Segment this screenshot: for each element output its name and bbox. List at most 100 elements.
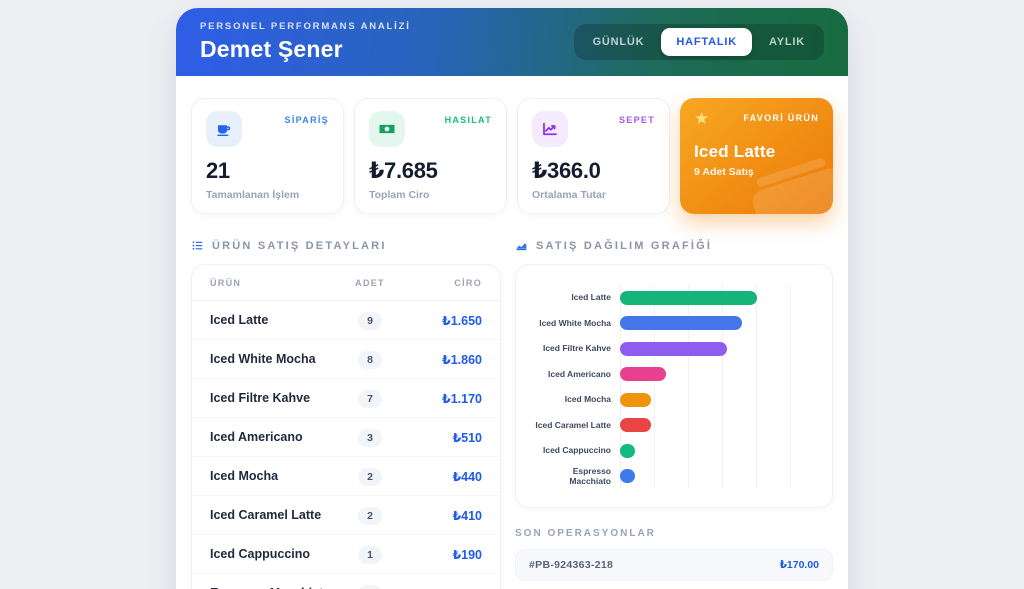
stat-card-sepet: SEPET ₺366.0 Ortalama Tutar bbox=[517, 98, 670, 214]
stat-subtitle: Toplam Ciro bbox=[369, 189, 430, 201]
favorite-label: FAVORİ ÜRÜN bbox=[743, 113, 819, 123]
stat-value: 21 bbox=[206, 158, 230, 183]
product-name: Iced Latte bbox=[210, 313, 269, 327]
list-icon bbox=[192, 241, 203, 250]
sales-bar-chart: Iced Latte Iced White Mocha bbox=[515, 264, 833, 508]
bar-category-label: Espresso Macchiato bbox=[569, 465, 611, 487]
column-header-ciro: CİRO bbox=[454, 278, 482, 288]
column-header-adet: ADET bbox=[355, 278, 385, 288]
stat-card-siparis: SİPARİŞ 21 Tamamlanan İşlem bbox=[191, 98, 344, 214]
recent-operations-list: #PB-924363-218 ₺170.00 #PB-642677-542 ₺6… bbox=[515, 549, 833, 589]
revenue-cell: ₺190 bbox=[452, 547, 482, 562]
coffee-cup-icon bbox=[206, 111, 242, 147]
revenue-cell: ₺1.650 bbox=[442, 313, 482, 328]
header-titles: PERSONEL PERFORMANS ANALİZİ Demet Şener bbox=[200, 21, 411, 63]
bar-category-label: Iced Filtre Kahve bbox=[542, 343, 611, 354]
bar-track bbox=[620, 361, 816, 387]
banknote-icon bbox=[369, 111, 405, 147]
quantity-cell: 1 bbox=[358, 545, 382, 564]
product-sales-section: ÜRÜN SATIŞ DETAYLARI ÜRÜN ADET CİRO Iced… bbox=[191, 239, 501, 589]
revenue-cell: ₺510 bbox=[452, 430, 482, 445]
product-name: Iced Cappuccino bbox=[210, 547, 311, 561]
chart-bar-row: Iced Americano bbox=[532, 361, 816, 387]
quantity-badge: 7 bbox=[358, 390, 382, 408]
sales-distribution-title: SATIŞ DAĞILIM GRAFİĞİ bbox=[515, 239, 833, 252]
product-sales-title: ÜRÜN SATIŞ DETAYLARI bbox=[191, 239, 501, 252]
period-tab[interactable]: HAFTALIK bbox=[661, 28, 752, 56]
page-title: Demet Şener bbox=[200, 36, 343, 62]
quantity-badge: 1 bbox=[358, 546, 382, 564]
bar-category-label: Iced Cappuccino bbox=[542, 445, 611, 456]
dashboard-header: PERSONEL PERFORMANS ANALİZİ Demet Şener … bbox=[176, 8, 848, 76]
quantity-cell: 1 bbox=[358, 584, 382, 589]
bar-track bbox=[620, 463, 816, 489]
bar-category-label: Iced Caramel Latte bbox=[535, 419, 611, 430]
period-tab[interactable]: GÜNLÜK bbox=[578, 28, 660, 56]
favorite-product-name: Iced Latte bbox=[694, 142, 776, 161]
revenue-cell: ₺140 bbox=[452, 586, 482, 589]
bar-chart-icon bbox=[516, 243, 527, 251]
recent-operations-title: SON OPERASYONLAR bbox=[515, 528, 656, 539]
operation-code: #PB-924363-218 bbox=[529, 559, 614, 571]
quantity-cell: 7 bbox=[358, 389, 382, 408]
chart-bar-row: Iced Caramel Latte bbox=[532, 412, 816, 438]
bar bbox=[620, 443, 636, 458]
revenue-cell: ₺410 bbox=[452, 508, 482, 523]
quantity-cell: 3 bbox=[358, 428, 382, 447]
star-icon: ★ bbox=[694, 109, 710, 128]
quantity-badge: 9 bbox=[358, 312, 382, 330]
table-row: Iced Americano 3 ₺510 bbox=[192, 418, 500, 457]
bar-track bbox=[620, 387, 816, 413]
header-eyebrow: PERSONEL PERFORMANS ANALİZİ bbox=[200, 21, 411, 32]
table-row: Espresso Macchiato 1 ₺140 bbox=[192, 574, 500, 589]
bar-category-label: Iced Americano bbox=[548, 368, 611, 379]
product-name: Iced Caramel Latte bbox=[210, 508, 322, 522]
quantity-badge: 8 bbox=[358, 351, 382, 369]
table-row: Iced Latte 9 ₺1.650 bbox=[192, 301, 500, 340]
bar-category-label: Iced Latte bbox=[571, 292, 611, 303]
revenue-cell: ₺1.170 bbox=[442, 391, 482, 406]
bar bbox=[620, 341, 727, 356]
column-header-urun: ÜRÜN bbox=[210, 278, 242, 288]
chart-bar-row: Iced Latte bbox=[532, 285, 816, 311]
bar-track bbox=[620, 336, 816, 362]
sales-distribution-section: SATIŞ DAĞILIM GRAFİĞİ Iced Latte Ice bbox=[515, 239, 833, 589]
quantity-cell: 2 bbox=[358, 506, 382, 525]
bar-track bbox=[620, 438, 816, 464]
period-tab[interactable]: AYLIK bbox=[754, 28, 820, 56]
chart-bar-row: Iced White Mocha bbox=[532, 310, 816, 336]
table-row: Iced Mocha 2 ₺440 bbox=[192, 457, 500, 496]
chart-bar-row: Iced Filtre Kahve bbox=[532, 336, 816, 362]
quantity-cell: 8 bbox=[358, 350, 382, 369]
bar-category-label: Iced White Mocha bbox=[539, 317, 611, 328]
operation-row: #PB-924363-218 ₺170.00 bbox=[515, 549, 833, 581]
period-tab-group: GÜNLÜK HAFTALIK AYLIK bbox=[573, 24, 824, 60]
quantity-badge: 1 bbox=[358, 585, 382, 589]
product-name: Iced White Mocha bbox=[210, 352, 316, 366]
product-table: ÜRÜN ADET CİRO Iced Latte 9 ₺1. bbox=[191, 264, 501, 589]
table-row: Iced Cappuccino 1 ₺190 bbox=[192, 535, 500, 574]
table-header: ÜRÜN ADET CİRO bbox=[192, 265, 500, 301]
chart-bar-row: Iced Cappuccino bbox=[532, 438, 816, 464]
bar-track bbox=[620, 310, 816, 336]
quantity-cell: 2 bbox=[358, 467, 382, 486]
stat-subtitle: Tamamlanan İşlem bbox=[206, 189, 300, 201]
product-name: Iced Filtre Kahve bbox=[210, 391, 311, 405]
product-name: Espresso Macchiato bbox=[210, 586, 342, 589]
table-row: Iced White Mocha 8 ₺1.860 bbox=[192, 340, 500, 379]
quantity-badge: 2 bbox=[358, 468, 382, 486]
stats-row: SİPARİŞ 21 Tamamlanan İşlem HASILAT ₺7.6… bbox=[191, 98, 833, 214]
table-row: Iced Filtre Kahve 7 ₺1.170 bbox=[192, 379, 500, 418]
revenue-cell: ₺440 bbox=[452, 469, 482, 484]
bar bbox=[620, 367, 666, 382]
bar bbox=[620, 316, 742, 331]
quantity-badge: 3 bbox=[358, 429, 382, 447]
operation-amount: ₺170.00 bbox=[779, 559, 819, 571]
bar bbox=[620, 392, 651, 407]
chart-bar-row: Iced Mocha bbox=[532, 387, 816, 413]
bar bbox=[620, 418, 651, 433]
stat-label: SİPARİŞ bbox=[284, 115, 329, 125]
stat-value: ₺7.685 bbox=[369, 158, 438, 183]
quantity-cell: 9 bbox=[358, 311, 382, 330]
stat-label: HASILAT bbox=[444, 115, 492, 125]
